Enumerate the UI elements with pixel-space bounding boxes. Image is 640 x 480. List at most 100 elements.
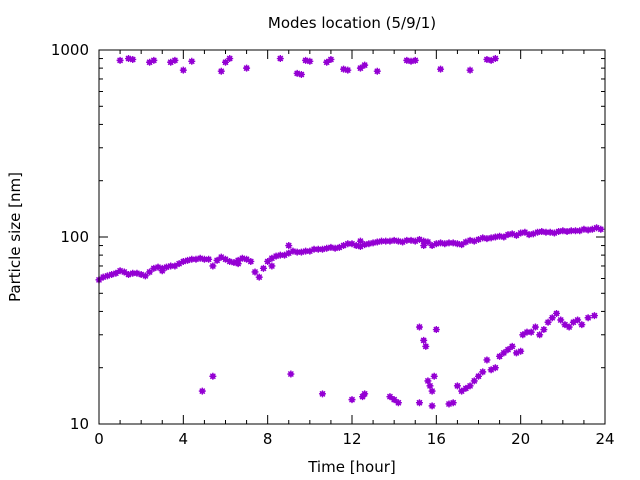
data-point: [432, 326, 440, 334]
data-point: [297, 70, 305, 78]
data-point: [318, 390, 326, 398]
data-point: [217, 67, 225, 75]
data-point: [146, 268, 154, 276]
data-point: [553, 309, 561, 317]
data-point: [226, 55, 234, 63]
data-point: [578, 321, 586, 329]
data-point: [276, 251, 284, 259]
data-point: [491, 364, 499, 372]
data-point: [475, 372, 482, 380]
data-point: [293, 248, 301, 256]
data-point: [531, 323, 539, 331]
data-point: [519, 331, 527, 339]
data-point: [348, 396, 356, 404]
data-point: [285, 242, 293, 250]
data-point: [344, 66, 352, 74]
axis-tick-labels: 0 4 8 12 16 20 24 10 100 1000: [51, 41, 615, 448]
data-point: [205, 255, 213, 263]
data-point: [200, 255, 208, 263]
data-point: [344, 240, 352, 248]
data-point: [150, 56, 158, 64]
data-point: [373, 67, 381, 75]
data-point: [500, 233, 508, 241]
data-point: [247, 257, 255, 265]
data-point: [424, 377, 432, 385]
data-point: [527, 328, 535, 336]
data-point: [390, 396, 398, 404]
data-point: [557, 316, 565, 324]
data-point: [171, 262, 179, 270]
data-point: [255, 273, 263, 281]
data-point: [561, 321, 569, 329]
data-point: [129, 55, 137, 63]
data-point: [158, 267, 166, 275]
data-point: [175, 260, 183, 268]
data-point: [428, 402, 436, 410]
data-point: [496, 352, 504, 360]
data-point: [306, 57, 314, 65]
chart-title: Modes location (5/9/1): [268, 14, 436, 32]
data-point: [281, 251, 289, 259]
data-point: [209, 372, 217, 380]
data-point: [259, 264, 267, 272]
data-point: [491, 55, 499, 63]
data-point: [487, 366, 495, 374]
data-point: [403, 236, 411, 244]
data-point: [171, 56, 179, 64]
data-point: [411, 56, 419, 64]
data-point: [536, 331, 544, 339]
data-point: [112, 269, 120, 277]
data-point: [430, 372, 438, 380]
data-point: [449, 399, 457, 407]
data-point: [167, 262, 175, 270]
y-tick-label: 10: [70, 415, 89, 433]
data-point: [394, 399, 402, 407]
y-tick-label: 1000: [51, 41, 89, 59]
data-point: [523, 328, 531, 336]
data-point: [268, 254, 276, 262]
data-point: [462, 384, 470, 392]
data-point: [302, 247, 310, 255]
data-point: [544, 318, 552, 326]
data-point: [426, 382, 434, 390]
data-point: [437, 65, 445, 73]
data-point: [565, 323, 573, 331]
data-point: [120, 268, 128, 276]
data-point: [517, 347, 525, 355]
data-point: [415, 399, 423, 407]
data-point: [597, 225, 605, 233]
plot-frame: [98, 49, 606, 425]
data-point: [356, 64, 364, 72]
data-point: [466, 382, 474, 390]
data-point: [584, 314, 592, 322]
data-point: [445, 239, 453, 247]
data-point: [382, 237, 390, 245]
data-point: [116, 56, 124, 64]
x-tick-label: 0: [94, 430, 104, 448]
data-point: [179, 66, 187, 74]
data-point: [217, 253, 225, 261]
data-point: [453, 382, 461, 390]
data-point: [129, 269, 137, 277]
data-point: [243, 64, 251, 72]
data-point: [466, 66, 474, 74]
data-point: [470, 377, 478, 385]
data-point: [356, 237, 364, 245]
data-point: [213, 256, 221, 264]
data-point: [141, 272, 149, 280]
data-point: [504, 346, 512, 354]
x-tick-label: 4: [179, 430, 189, 448]
data-point: [540, 326, 548, 334]
data-point: [323, 58, 331, 66]
data-point: [428, 387, 436, 395]
data-point: [222, 58, 229, 66]
data-point: [361, 61, 369, 69]
data-point: [567, 227, 575, 235]
data-point: [590, 312, 598, 320]
data-point: [571, 227, 579, 235]
data-points: [95, 55, 605, 410]
data-point: [188, 255, 196, 263]
data-point: [424, 238, 432, 246]
x-tick-label: 20: [511, 430, 530, 448]
